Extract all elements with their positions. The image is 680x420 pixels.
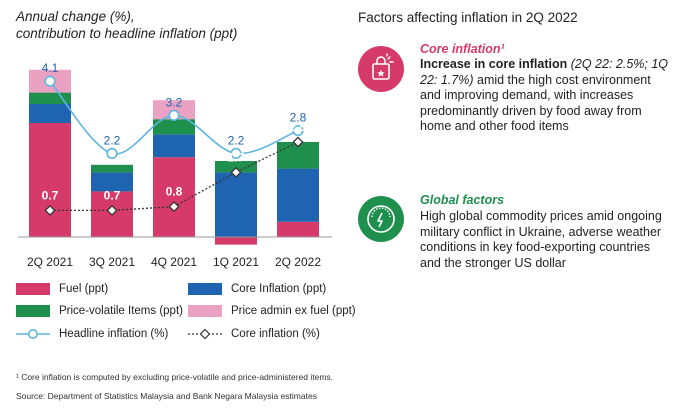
- bar-core-4: [215, 172, 257, 237]
- legend-label-core-line: Core inflation (%): [231, 328, 320, 340]
- legend-label-admin: Price admin ex fuel (ppt): [231, 305, 356, 317]
- chart-title: Annual change (%), contribution to headl…: [16, 8, 237, 42]
- core-inflation-italic: (2Q 22: 2.5%; 1Q 22: 1.7%): [420, 57, 669, 87]
- bar-volatile-1: [29, 92, 71, 104]
- core-label-2: 0.7: [104, 188, 121, 202]
- legend-label-core: Core Inflation (ppt): [231, 283, 327, 295]
- core-point-5: [292, 136, 304, 148]
- legend-label-volatile: Price-volatile Items (ppt): [59, 305, 183, 317]
- legend-swatch-volatile: [16, 305, 50, 317]
- headline-label-4: 2.2: [228, 133, 245, 147]
- headline-point-4: [230, 147, 242, 159]
- chart-title-line1: Annual change (%),: [16, 9, 135, 24]
- core-point-1: [44, 204, 56, 216]
- x-tick-label-1: 2Q 2021: [27, 255, 73, 269]
- legend-swatch-core: [188, 283, 222, 295]
- core-inflation-heading: Core inflation¹: [420, 42, 505, 56]
- core-point-4: [230, 166, 242, 178]
- legend-admin: Price admin ex fuel (ppt): [188, 305, 356, 317]
- legend-fuel: Fuel (ppt): [16, 283, 108, 295]
- bar-core-2: [91, 172, 133, 192]
- core-point-2: [106, 204, 118, 216]
- bar-volatile-4: [215, 161, 257, 173]
- core-label-3: 0.8: [166, 185, 183, 199]
- core-label-5: 2.5: [290, 120, 307, 134]
- chart-title-line2: contribution to headline inflation (ppt): [16, 26, 238, 41]
- headline-point-1: [44, 75, 56, 87]
- headline-point-2: [106, 147, 118, 159]
- bar-core-1: [29, 104, 71, 123]
- bar-fuel-4: [215, 237, 257, 245]
- headline-label-1: 4.1: [42, 61, 59, 75]
- shopping-bag-icon: [358, 46, 404, 92]
- gauge-icon: [358, 196, 404, 242]
- factors-title: Factors affecting inflation in 2Q 2022: [358, 10, 578, 25]
- global-factors-heading: Global factors: [420, 193, 505, 207]
- headline-point-5: [292, 125, 304, 137]
- bar-fuel-5: [277, 221, 319, 237]
- bar-fuel-3: [153, 157, 195, 237]
- legend-swatch-fuel: [16, 283, 50, 295]
- legend-swatch-admin: [188, 305, 222, 317]
- core-inflation-bold: Increase in core inflation: [420, 57, 568, 71]
- x-tick-label-5: 2Q 2022: [275, 255, 321, 269]
- bar-core-5: [277, 168, 319, 222]
- bar-admin-3: [153, 100, 195, 120]
- x-tick-label-4: 1Q 2021: [213, 255, 259, 269]
- legend-line-core-icon: [188, 328, 222, 340]
- legend-core-line: Core inflation (%): [188, 328, 320, 340]
- core-inflation-rest: amid the high cost environment and impro…: [420, 72, 651, 134]
- legend-volatile: Price-volatile Items (ppt): [16, 305, 183, 317]
- bar-fuel-1: [29, 123, 71, 237]
- footnote-core-inflation: ¹ Core inflation is computed by excludin…: [16, 372, 334, 382]
- legend-core: Core Inflation (ppt): [188, 283, 326, 295]
- bar-core-3: [153, 134, 195, 158]
- stacked-bar-chart: 2Q 2021 3Q 2021 4Q 2021 1Q 2021 2Q 2022 4.1 2.…: [18, 61, 332, 269]
- footnote-source: Source: Department of Statistics Malaysi…: [16, 391, 317, 401]
- core-inflation-body: Increase in core inflation (2Q 22: 2.5%;…: [420, 57, 670, 135]
- headline-point-3: [168, 109, 180, 121]
- core-label-4: 1.7: [228, 150, 245, 164]
- core-point-3: [168, 201, 180, 213]
- bar-volatile-3: [153, 119, 195, 135]
- global-factors-body: High global commodity prices amid ongoin…: [420, 209, 662, 270]
- headline-label-2: 2.2: [104, 133, 121, 147]
- legend-label-fuel: Fuel (ppt): [59, 283, 109, 295]
- legend-label-headline: Headline inflation (%): [59, 328, 169, 340]
- bar-volatile-2: [91, 164, 133, 173]
- headline-label-5: 2.8: [290, 111, 307, 125]
- x-tick-label-3: 4Q 2021: [151, 255, 197, 269]
- x-tick-label-2: 3Q 2021: [89, 255, 135, 269]
- legend-line-headline-icon: [16, 329, 50, 339]
- core-label-1: 0.7: [42, 188, 59, 202]
- legend-headline: Headline inflation (%): [16, 328, 168, 340]
- headline-label-3: 3.2: [166, 95, 183, 109]
